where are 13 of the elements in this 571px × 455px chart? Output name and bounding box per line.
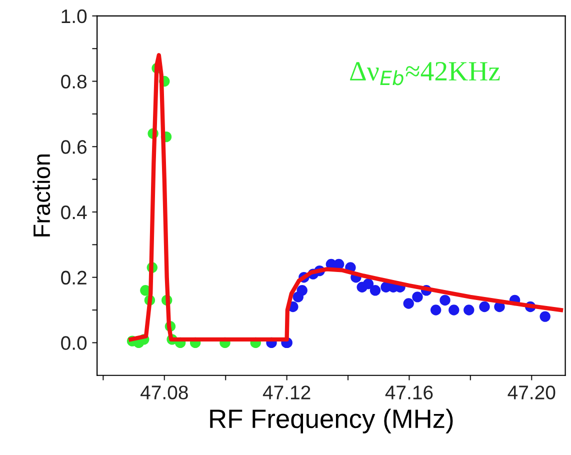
y-tick-label: 0.0 bbox=[61, 336, 87, 350]
y-tick-label: 0.6 bbox=[61, 140, 86, 154]
annotation: Δν$_{Eb}$≈42KHz bbox=[350, 62, 500, 86]
y-axis-title: Fraction bbox=[32, 154, 50, 236]
x-tick-label: 47.12 bbox=[262, 386, 310, 400]
y-tick-label: 1.0 bbox=[62, 9, 87, 24]
y-tick-label: 0.8 bbox=[61, 74, 87, 89]
x-axis-title: RF Frequency (MHz) bbox=[210, 408, 453, 434]
y-tick-label: 0.2 bbox=[61, 270, 86, 285]
x-tick-label: 47.16 bbox=[385, 386, 433, 400]
y-tick-label: 0.4 bbox=[61, 205, 87, 220]
x-tick-label: 47.20 bbox=[508, 386, 556, 400]
x-tick-label: 47.08 bbox=[140, 386, 188, 400]
